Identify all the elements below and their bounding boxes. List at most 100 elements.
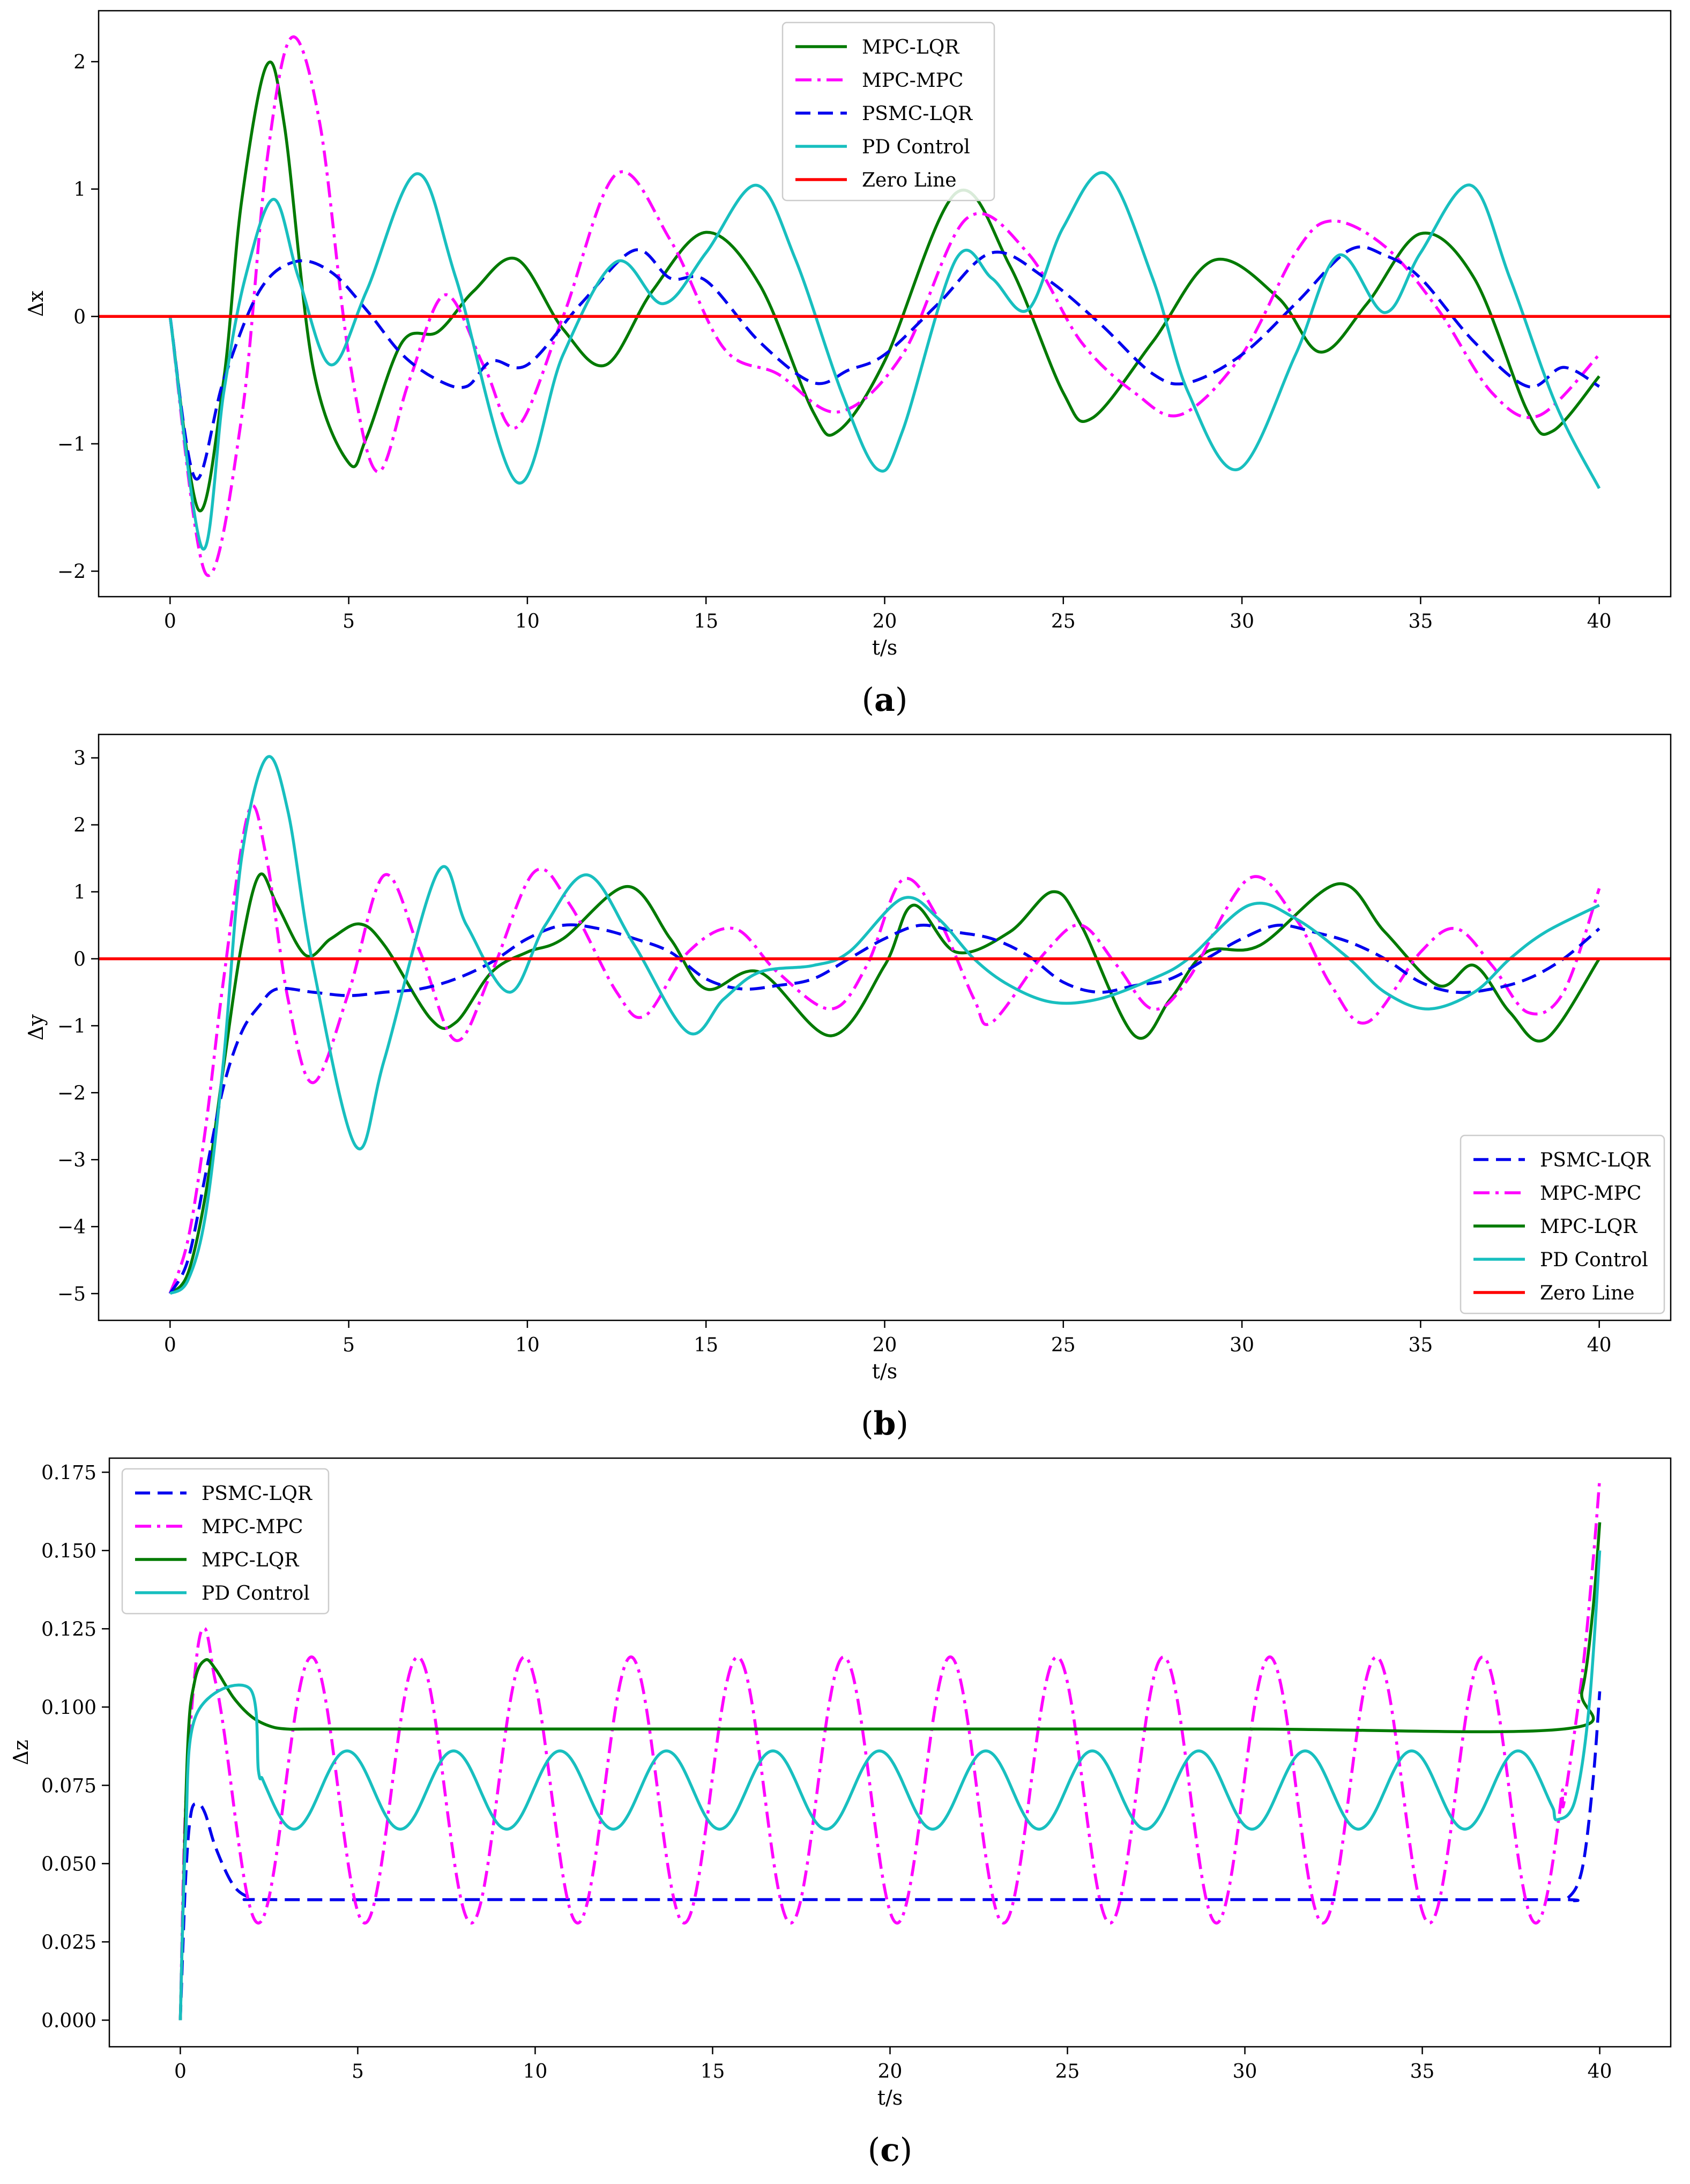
y-axis-label: Δx (24, 291, 48, 317)
panel-caption: (a) (862, 681, 908, 719)
y-tick-label: −5 (57, 1283, 86, 1305)
panel-caption: (b) (861, 1405, 909, 1443)
x-axis-label: t/s (872, 1360, 898, 1383)
series-line-pd (168, 171, 1601, 551)
series-line-pd (169, 755, 1600, 1295)
series-line-mpc_mpc (168, 35, 1600, 577)
y-tick-label: 0.175 (41, 1462, 96, 1484)
x-tick-label: 25 (1051, 611, 1076, 633)
plot-area (99, 755, 1671, 1295)
y-tick-label: 0.150 (41, 1540, 96, 1562)
y-tick-label: −2 (57, 561, 86, 583)
x-tick-label: 30 (1230, 611, 1254, 633)
y-tick-label: 0.000 (41, 2010, 96, 2032)
x-axis-label: t/s (872, 636, 898, 659)
x-tick-label: 25 (1051, 1334, 1076, 1356)
legend-label-psmc_lqr: PSMC-LQR (1540, 1149, 1651, 1171)
x-tick-label: 20 (873, 1334, 897, 1356)
legend-label-mpc_lqr: MPC-LQR (1540, 1216, 1637, 1238)
series-line-pd (178, 1550, 1602, 2020)
series-line-mpc_lqr (169, 872, 1600, 1295)
series-line-psmc_lqr (168, 923, 1600, 1295)
caption-paren-close: ) (896, 1405, 908, 1443)
legend-label-pd: PD Control (1540, 1249, 1648, 1271)
x-tick-label: 35 (1408, 1334, 1433, 1356)
series-line-mpc_mpc (168, 804, 1601, 1294)
chart-panel-c: 0 5 10 15 20 25 30 35 40 0.000 0.025 0.050 0.075 0.10… (9, 1457, 1672, 2169)
y-tick-label: 2 (73, 815, 86, 837)
legend-label-mpc_mpc: MPC-MPC (202, 1516, 303, 1538)
plot-area (99, 35, 1671, 577)
plot-area (178, 1478, 1602, 2020)
caption-paren-close: ) (895, 681, 907, 719)
series-line-mpc_lqr (168, 61, 1600, 512)
legend-box (121, 1468, 330, 1615)
x-tick-label: 40 (1587, 611, 1612, 633)
x-tick-label: 0 (174, 2061, 187, 2083)
y-axis-label: Δz (9, 1740, 33, 1765)
series-line-psmc_lqr (178, 1691, 1602, 2020)
chart-panel-b: 0 5 10 15 20 25 30 35 40 −5 −4 −3 −2 −1 0 1 2 3 t/s Δy (b) PS… (24, 733, 1672, 1443)
x-tick-label: 15 (694, 611, 718, 633)
y-tick-label: −1 (57, 434, 86, 456)
caption-paren-close: ) (900, 2131, 912, 2169)
legend: MPC-LQR MPC-MPC PSMC-LQR PD Control Zero Lin… (781, 21, 995, 202)
y-tick-label: 0 (73, 948, 86, 970)
y-tick-label: 3 (73, 748, 86, 770)
x-tick-label: 10 (515, 1334, 540, 1356)
y-tick-label: 1 (73, 179, 86, 201)
legend: PSMC-LQR MPC-MPC MPC-LQR PD Control (121, 1468, 330, 1615)
series-line-psmc_lqr (168, 245, 1600, 481)
series-line-mpc_mpc (178, 1478, 1602, 2020)
x-axis-label: t/s (877, 2086, 903, 2109)
x-tick-label: 0 (164, 611, 176, 633)
y-tick-label: 0 (73, 306, 86, 328)
y-tick-label: 0.125 (41, 1618, 96, 1640)
y-tick-label: −2 (57, 1082, 86, 1104)
x-tick-label: 20 (878, 2061, 903, 2083)
legend-label-psmc_lqr: PSMC-LQR (202, 1483, 312, 1505)
x-tick-label: 10 (515, 611, 540, 633)
legend-box (1460, 1134, 1665, 1314)
legend-label-pd: PD Control (202, 1583, 310, 1604)
caption-paren-open: ( (862, 681, 874, 719)
x-tick-label: 5 (352, 2061, 364, 2083)
x-tick-label: 15 (701, 2061, 725, 2083)
x-tick-label: 5 (343, 1334, 355, 1356)
plot-frame (98, 733, 1672, 1321)
y-tick-label: 0.075 (41, 1775, 96, 1797)
legend-label-mpc_mpc: MPC-MPC (1540, 1183, 1641, 1205)
chart-panel-a: 0 5 10 15 20 25 30 35 40−2−1012t/sΔx(a)MPC-LQRMP… (24, 10, 1672, 719)
x-tick-label: 0 (164, 1334, 176, 1356)
x-tick-label: 35 (1408, 611, 1433, 633)
legend-box (781, 21, 995, 202)
y-tick-label: 1 (73, 882, 86, 904)
caption-letter: b (874, 1405, 896, 1443)
x-tick-label: 25 (1055, 2061, 1080, 2083)
panel-caption: (c) (868, 2131, 912, 2169)
y-tick-label: 0.050 (41, 1853, 96, 1875)
x-tick-label: 10 (523, 2061, 548, 2083)
legend-label-mpc_lqr: MPC-LQR (202, 1549, 299, 1571)
caption-letter: a (874, 681, 895, 719)
y-tick-label: −1 (57, 1015, 86, 1037)
x-tick-label: 35 (1410, 2061, 1435, 2083)
x-tick-label: 30 (1230, 1334, 1254, 1356)
y-tick-label: 0.100 (41, 1697, 96, 1719)
x-tick-label: 40 (1587, 1334, 1612, 1356)
caption-letter: c (880, 2131, 900, 2169)
legend-label-pd: PD Control (862, 136, 970, 158)
legend-label-zero: Zero Line (1540, 1282, 1635, 1304)
x-tick-label: 40 (1588, 2061, 1612, 2083)
caption-paren-open: ( (868, 2131, 880, 2169)
legend-label-mpc_lqr: MPC-LQR (862, 36, 959, 58)
x-tick-label: 20 (873, 611, 897, 633)
x-tick-label: 15 (694, 1334, 718, 1356)
legend-label-zero: Zero Line (862, 169, 957, 191)
y-tick-label: −3 (57, 1149, 86, 1171)
legend: PSMC-LQR MPC-MPC MPC-LQR PD Control Zero Lin… (1460, 1134, 1665, 1314)
legend-label-mpc_mpc: MPC-MPC (862, 70, 963, 92)
legend-label-psmc_lqr: PSMC-LQR (862, 103, 973, 125)
caption-paren-open: ( (861, 1405, 873, 1443)
